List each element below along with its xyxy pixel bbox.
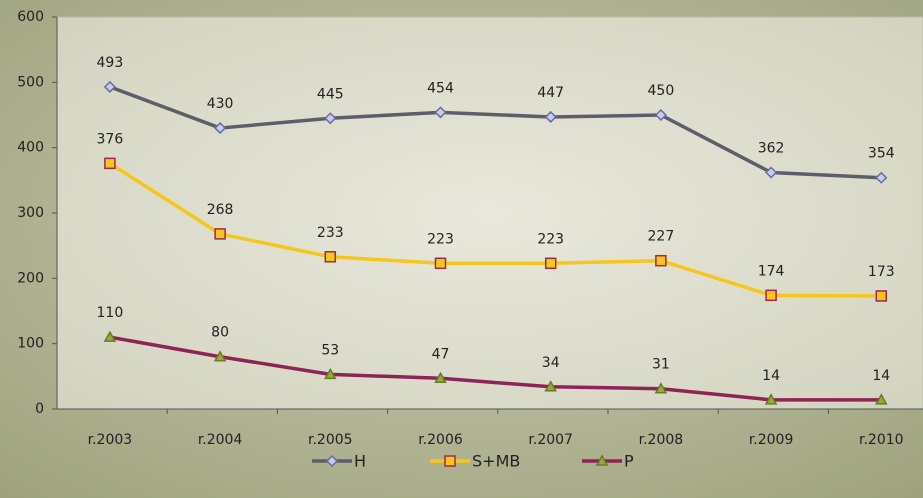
marker (213, 350, 227, 362)
data-label: 445 (317, 86, 344, 102)
data-label: 354 (868, 146, 895, 162)
marker (544, 257, 557, 270)
x-tick-label: r.2008 (639, 432, 684, 448)
data-label: 173 (868, 264, 895, 280)
marker (654, 382, 668, 394)
plot-area (56, 16, 923, 410)
marker (104, 157, 116, 170)
data-label: 223 (427, 231, 454, 247)
data-label: 14 (762, 368, 780, 384)
marker (214, 122, 227, 135)
x-tick-label: r.2005 (308, 432, 353, 448)
marker (214, 228, 226, 240)
data-label: 34 (542, 355, 560, 371)
data-label: 110 (97, 305, 124, 321)
series-line (108, 161, 882, 298)
data-label: 376 (97, 131, 124, 147)
marker (875, 290, 888, 302)
y-tick-label: 600 (17, 9, 44, 25)
x-tick-label: r.2009 (749, 432, 794, 448)
y-tick-label: 300 (17, 205, 44, 221)
legend-label: P (624, 452, 634, 471)
marker (544, 380, 557, 392)
marker (434, 257, 447, 270)
marker (103, 330, 117, 342)
series-line (109, 85, 882, 180)
marker (434, 371, 447, 384)
marker (444, 455, 456, 467)
y-tick-label: 400 (17, 140, 44, 156)
marker (595, 454, 609, 466)
data-label: 430 (207, 96, 234, 112)
x-tick-label: r.2007 (528, 432, 573, 448)
marker (765, 289, 777, 302)
marker (875, 393, 888, 405)
marker (764, 393, 778, 405)
marker (434, 106, 447, 119)
data-label: 493 (97, 55, 124, 71)
marker (324, 251, 337, 263)
marker (875, 171, 888, 184)
data-label: 174 (758, 263, 785, 279)
data-label: 362 (758, 140, 785, 156)
data-label: 53 (321, 342, 339, 358)
marker (324, 367, 337, 380)
data-label: 80 (211, 325, 229, 341)
y-tick-label: 0 (35, 401, 44, 417)
data-label: 31 (652, 357, 670, 373)
data-label: 454 (427, 80, 454, 96)
marker (325, 454, 339, 468)
data-label: 227 (648, 229, 675, 245)
marker (655, 254, 667, 267)
series-line (109, 335, 882, 402)
marker (324, 112, 337, 125)
data-label: 47 (432, 346, 450, 362)
data-label: 450 (648, 83, 675, 99)
y-tick-label: 100 (17, 336, 44, 352)
legend-label: S+MB (472, 452, 520, 471)
y-tick-label: 200 (17, 270, 44, 286)
legend-label: H (354, 452, 366, 471)
data-label: 233 (317, 225, 344, 241)
data-label: 223 (537, 231, 564, 247)
data-label: 268 (207, 202, 234, 218)
marker (544, 110, 557, 124)
x-tick-label: r.2010 (859, 432, 904, 448)
data-label: 14 (872, 368, 890, 384)
y-tick-label: 500 (17, 74, 44, 90)
marker (765, 166, 778, 179)
x-tick-label: r.2006 (418, 432, 463, 448)
marker (654, 108, 667, 122)
data-label: 447 (537, 85, 564, 101)
x-tick-label: r.2003 (88, 432, 133, 448)
x-tick-label: r.2004 (198, 432, 243, 448)
marker (103, 80, 116, 93)
